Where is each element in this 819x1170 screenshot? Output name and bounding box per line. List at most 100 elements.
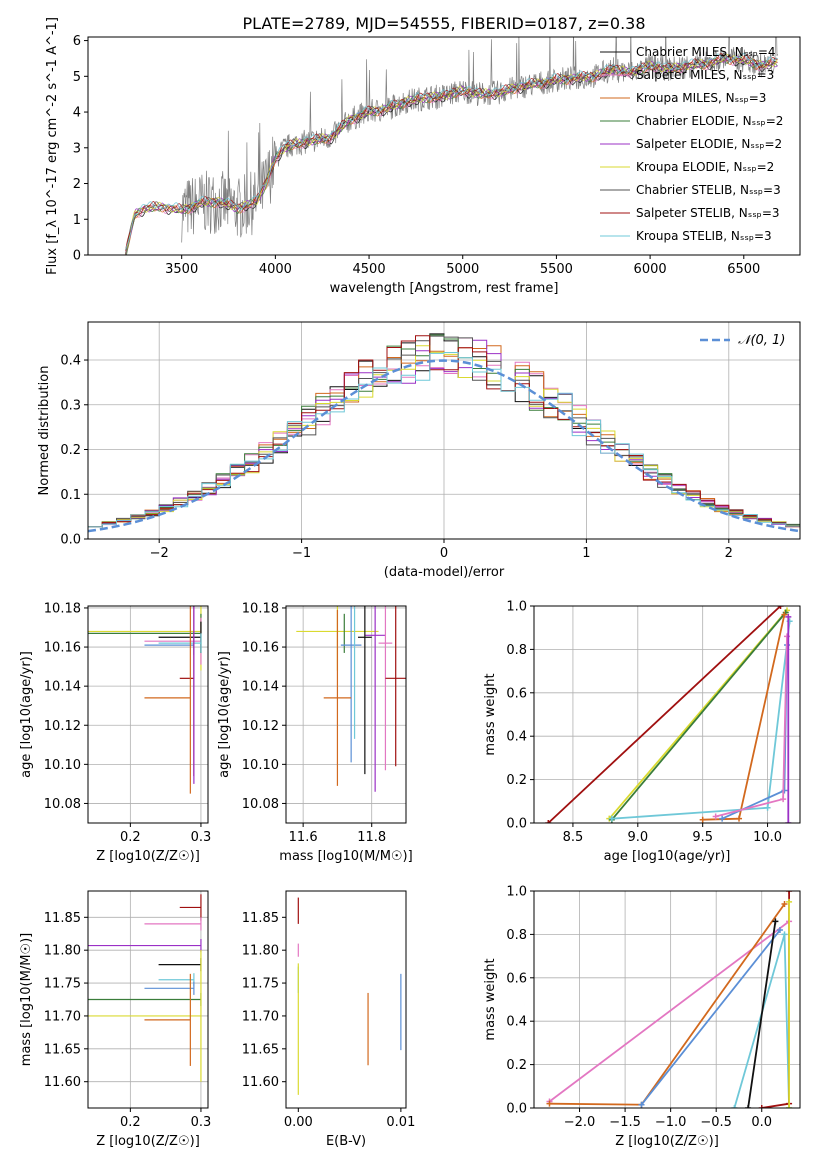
plot-area-age_vs_Z (88, 606, 202, 794)
x-tick-label: 9.0 (627, 830, 648, 845)
legend-entry: Salpeter ELODIE, Nₛₛₚ=2 (636, 137, 782, 151)
y-axis-label: Normed distribution (37, 366, 52, 496)
plot-massweight_vs_age: 8.5 9.0 9.5 10.0 0.0 0.2 0.4 0.6 0.8 1.0 age [log1… (483, 600, 801, 864)
legend-entry: Kroupa MILES, Nₛₛₚ=3 (636, 91, 766, 105)
axes-frame (285, 605, 407, 824)
y-tick-label: 10.18 (44, 601, 81, 616)
point-marker (785, 613, 792, 620)
mass-weight-line (747, 921, 777, 1108)
mass-weight-line (702, 614, 786, 821)
x-tick-label: 11.8 (357, 830, 386, 845)
point-marker (608, 815, 615, 822)
point-marker (776, 927, 783, 934)
y-tick-label: 0.0 (60, 533, 81, 548)
point-marker (545, 820, 552, 823)
mass-weight-line (548, 920, 790, 1103)
x-axis-label: age [log10(age/yr)] (604, 849, 731, 864)
x-axis-label: wavelength [Angstrom, rest frame] (330, 281, 559, 296)
x-tick-label: 5000 (446, 262, 479, 277)
y-tick-label: 0.0 (506, 817, 527, 832)
y-tick-label: 0.4 (506, 730, 527, 745)
point-marker (638, 1101, 645, 1108)
point-marker (786, 891, 793, 894)
legend-entry: Salpeter STELIB, Nₛₛₚ=3 (636, 206, 780, 220)
plot-spectrum: 3500 4000 4500 5000 5500 6000 6500 0 1 2 3 4 5 6 wavel… (45, 17, 801, 296)
x-tick-label: 4500 (353, 262, 386, 277)
y-tick-label: 0.0 (506, 1102, 527, 1117)
y-tick-label: 11.75 (242, 977, 279, 992)
y-tick-label: 0.1 (60, 488, 81, 503)
y-tick-label: 4 (73, 106, 81, 121)
point-marker (781, 931, 788, 938)
x-axis-label: Z [log10(Z/Z☉)] (96, 849, 200, 864)
x-axis-label: Z [log10(Z/Z☉)] (96, 1134, 200, 1149)
plot-area-age_vs_mass (296, 606, 406, 792)
legend-entry: Kroupa ELODIE, Nₛₛₚ=2 (636, 160, 774, 174)
x-tick-label: 0.00 (284, 1115, 313, 1130)
point-marker (786, 1105, 793, 1108)
x-axis-label: (data-model)/error (384, 565, 505, 580)
y-tick-label: 0.4 (60, 354, 81, 369)
y-tick-label: 0.2 (506, 773, 527, 788)
x-tick-label: 0.01 (386, 1115, 415, 1130)
x-tick-label: 3500 (165, 262, 198, 277)
y-tick-label: 0.6 (506, 971, 527, 986)
y-tick-label: 11.75 (44, 977, 81, 992)
point-marker (781, 787, 788, 794)
axes-frame (285, 890, 407, 1109)
y-tick-label: 10.10 (44, 758, 81, 773)
mass-weight-line (611, 611, 787, 821)
point-marker (758, 1105, 765, 1108)
legend-entry: 𝒩(0, 1) (738, 333, 785, 348)
y-tick-label: 10.12 (242, 719, 279, 734)
axes-frame (87, 890, 209, 1109)
point-marker (781, 901, 788, 908)
y-tick-label: 6 (73, 34, 81, 49)
axes-frame (87, 36, 801, 256)
point-marker (786, 898, 793, 905)
y-tick-label: 11.70 (242, 1009, 279, 1024)
y-tick-label: 11.60 (44, 1075, 81, 1090)
y-tick-label: 2 (73, 177, 81, 192)
point-marker (745, 1105, 752, 1108)
residual-histogram (88, 335, 800, 528)
plot-area-mass_vs_ebv (297, 897, 402, 1095)
plot-age_vs_Z: 0.2 0.3 10.08 10.10 10.12 10.14 10.16 10.18 Z [l… (19, 601, 212, 864)
y-axis-label: mass [log10(M/M☉)] (19, 933, 34, 1066)
x-tick-label: 0.2 (120, 1115, 141, 1130)
y-tick-label: 0.8 (506, 928, 527, 943)
y-tick-label: 3 (73, 141, 81, 156)
point-marker (731, 1105, 738, 1108)
y-tick-label: 11.80 (44, 944, 81, 959)
point-marker (785, 820, 792, 823)
plot-area-residuals (88, 333, 800, 533)
y-tick-label: 11.65 (44, 1042, 81, 1057)
y-tick-label: 10.08 (44, 797, 81, 812)
y-tick-label: 10.14 (242, 680, 279, 695)
x-axis-label: mass [log10(M/M☉)] (279, 849, 412, 864)
point-marker (781, 611, 788, 618)
x-tick-label: 1 (582, 546, 590, 561)
y-tick-label: 1 (73, 213, 81, 228)
x-tick-label: 0.3 (191, 830, 212, 845)
y-axis-label: age [log10(age/yr)] (217, 651, 232, 778)
x-tick-label: 5500 (540, 262, 573, 277)
x-tick-label: −1 (292, 546, 311, 561)
plots-layer: 3500 4000 4500 5000 5500 6000 6500 0 1 2 3 4 5 6 wavel… (19, 17, 801, 1149)
legend-entry: Chabrier ELODIE, Nₛₛₚ=2 (636, 114, 783, 128)
model-spectrum (125, 53, 778, 251)
legend-entry: Salpeter MILES, Nₛₛₚ=3 (636, 68, 774, 82)
y-tick-label: 10.14 (44, 680, 81, 695)
y-tick-label: 1.0 (506, 885, 527, 900)
point-marker (764, 804, 771, 811)
x-tick-label: 0.0 (751, 1115, 772, 1130)
axes-frame (87, 605, 209, 824)
model-spectrum (125, 56, 778, 255)
axes-frame (533, 890, 801, 1109)
x-tick-label: 0 (440, 546, 448, 561)
y-tick-label: 10.08 (242, 797, 279, 812)
plot-area-mass_vs_Z (88, 894, 202, 1082)
x-tick-label: 4000 (259, 262, 292, 277)
y-axis-label: mass weight (483, 673, 498, 755)
